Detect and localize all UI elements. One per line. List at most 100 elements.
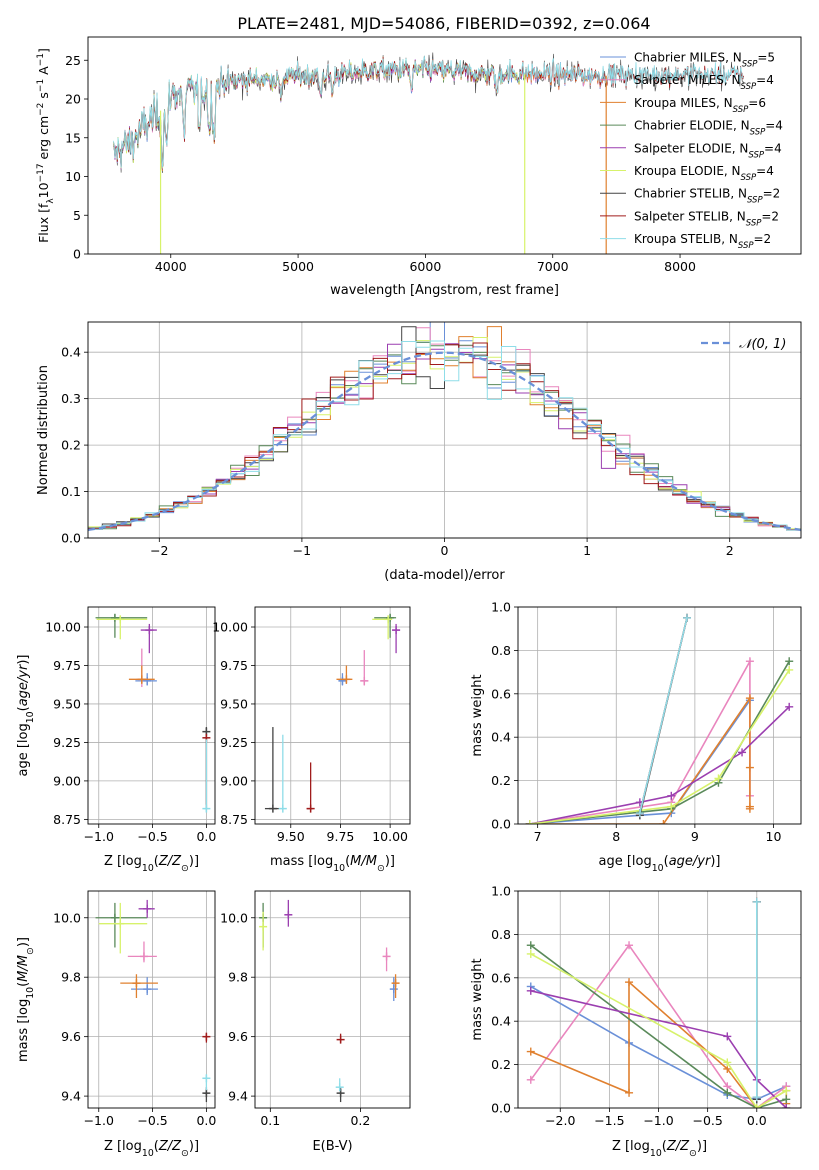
label-part: Z [log [612, 1139, 650, 1154]
label-part: ( [154, 1139, 159, 1154]
spectrum-ylabel: Flux [fλ10−17 erg cm−2 s−1 A−1] [36, 48, 56, 243]
label-part: (data-model)/error [384, 568, 505, 583]
legend-label-part: SSP [746, 218, 762, 228]
legend-label-part: SSP [741, 173, 757, 183]
axes-frame [254, 606, 411, 825]
y-tick-label: 0.0 [491, 1101, 511, 1116]
y-tick-label: 1.0 [491, 884, 511, 899]
x-tick-label: 0 [441, 543, 449, 558]
y-tick-label: 10.0 [53, 910, 81, 925]
y-tick-label: 15 [65, 130, 81, 145]
label-part: )] [16, 654, 31, 664]
legend-label-part: SSP [733, 105, 749, 115]
x-tick-label: 9.75 [327, 829, 355, 844]
label-part: Flux [f [36, 203, 51, 243]
axes-frame [517, 606, 802, 825]
label-part: −1 [36, 53, 46, 66]
label-part: )] [385, 854, 395, 869]
legend-label-part: Salpeter ELODIE, N [634, 141, 748, 155]
legend-label-part: Chabrier ELODIE, N [634, 119, 750, 133]
label-part: A [36, 66, 51, 79]
age_vs_Z-axes: −1.0 −0.5 0.0 8.75 9.00 9.25 9.50 9.75 10.00 [45, 607, 216, 844]
legend-label: Kroupa ELODIE, NSSP=4 [634, 164, 774, 183]
y-tick-label: 9.25 [53, 735, 81, 750]
spectrum-xlabel: wavelength [Angstrom, rest frame] [330, 283, 559, 298]
label-part: 10 [652, 863, 664, 874]
series-line-kroupa_elodie [529, 669, 790, 824]
x-tick-label: −1.0 [84, 1113, 114, 1128]
x-tick-label: 7000 [537, 259, 569, 274]
y-tick-label: 9.8 [61, 970, 81, 985]
spectrum-lines [113, 52, 745, 254]
legend-label: Kroupa STELIB, NSSP=2 [634, 232, 771, 251]
hist-ylabel: Normed distribution [36, 365, 51, 495]
y-tick-label: 5 [73, 208, 81, 223]
x-tick-label: −1.0 [643, 1113, 673, 1128]
legend-label: Salpeter ELODIE, NSSP=4 [634, 141, 782, 160]
y-tick-label: 10.00 [45, 620, 81, 635]
label-part: )] [697, 1139, 707, 1154]
x-tick-label: −1 [293, 543, 311, 558]
label-part: ⊙ [689, 1148, 697, 1159]
y-tick-label: 0.3 [61, 391, 81, 406]
label-part: )] [710, 854, 720, 869]
label-part: 10 [36, 182, 51, 198]
y-tick-label: 8.75 [220, 812, 248, 827]
mass_vs_Z-points [95, 899, 211, 1103]
label-part: )] [189, 1139, 199, 1154]
normal-curve [88, 351, 801, 532]
label-part: Z [log [104, 854, 142, 869]
y-tick-label: 8.75 [53, 812, 81, 827]
label-part: Normed distribution [36, 365, 51, 495]
label-part: ( [16, 706, 31, 711]
y-tick-label: 0.4 [491, 730, 511, 745]
label-part: ( [664, 854, 669, 869]
label-part: age [log [16, 723, 31, 776]
label-part: ⊙ [181, 1148, 189, 1159]
y-tick-label: 9.4 [61, 1089, 81, 1104]
label-part: )] [16, 937, 31, 947]
axes-frame [87, 36, 802, 255]
y-tick-label: 9.50 [53, 696, 81, 711]
y-tick-label: 25 [65, 53, 81, 68]
x-tick-label: −0.5 [692, 1113, 722, 1128]
label-part: E(B-V) [312, 1139, 352, 1154]
y-tick-label: 0.6 [491, 970, 511, 985]
legend-label-part: =4 [756, 73, 774, 87]
mass_vs_Z-ylabel: mass [log10(M/M⊙)] [16, 937, 36, 1062]
y-tick-label: 0 [73, 247, 81, 262]
legend-label-part: Chabrier MILES, N [634, 51, 742, 65]
label-part: −2 [36, 103, 46, 116]
mass_weight_vs_Z-axes: −2.0 −1.5 −1.0 −0.5 0.0 0.0 0.2 0.4 0.6 0.8 1.0 [491, 884, 801, 1128]
spectrum-line-kroupa_elodie [113, 56, 528, 169]
axes-frame [87, 890, 216, 1109]
y-tick-label: 0.8 [491, 927, 511, 942]
x-tick-label: 10 [766, 829, 782, 844]
x-tick-label: 7 [534, 829, 542, 844]
y-tick-label: 9.25 [220, 735, 248, 750]
label-part: mass weight [470, 674, 485, 756]
legend-label-part: Kroupa STELIB, N [634, 232, 738, 246]
x-tick-label: 0.1 [260, 1113, 280, 1128]
mass_vs_ebv-axes: 0.1 0.2 9.4 9.6 9.8 10.0 [220, 891, 410, 1128]
legend-label-part: =6 [748, 96, 766, 110]
spectrum-axes: 4000 5000 6000 7000 8000 0 5 10 15 20 25 [65, 53, 696, 274]
x-tick-label: 8000 [664, 259, 696, 274]
y-tick-label: 0.0 [61, 531, 81, 546]
mass_weight_vs_age-ylabel: mass weight [470, 674, 485, 756]
label-part: −17 [36, 163, 46, 182]
label-part: ( [662, 1139, 667, 1154]
legend-label-part: =2 [761, 209, 779, 223]
mass_vs_ebv-points [259, 899, 400, 1103]
y-tick-label: 0.0 [491, 817, 511, 832]
x-tick-label: −0.5 [137, 1113, 167, 1128]
hist-xlabel: (data-model)/error [384, 568, 505, 583]
label-part: 10 [650, 1148, 662, 1159]
label-part: wavelength [Angstrom, rest frame] [330, 283, 559, 298]
legend-label-part: =2 [763, 187, 781, 201]
label-part: Z/Z [666, 1139, 690, 1154]
y-tick-label: 9.50 [220, 696, 248, 711]
age_vs_Z-xlabel: Z [log10(Z/Z⊙)] [104, 854, 199, 874]
